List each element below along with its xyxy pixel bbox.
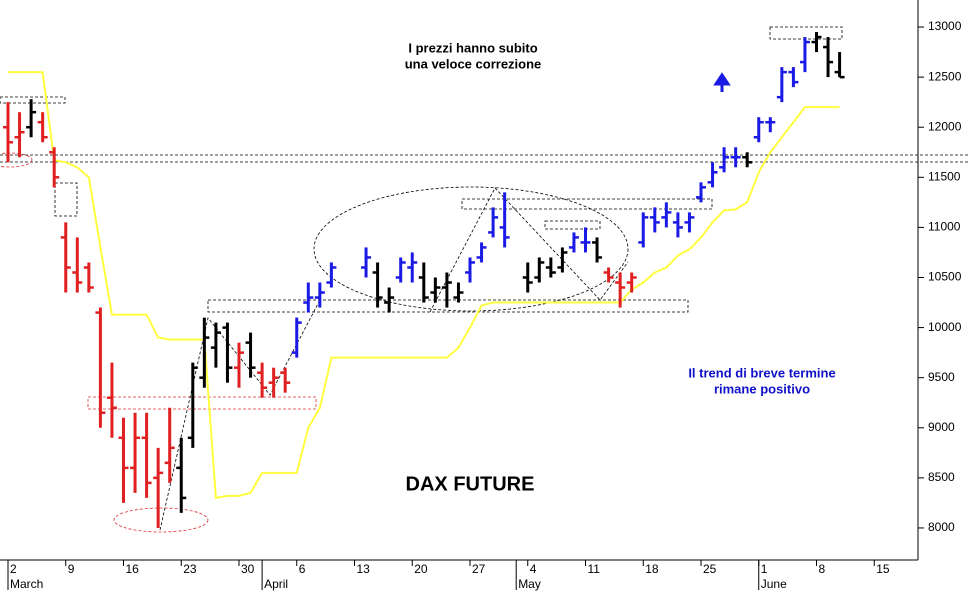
x-tick-label: 25 <box>703 562 717 576</box>
y-tick-label: 12000 <box>928 119 962 133</box>
month-label: June <box>761 577 787 591</box>
annotation: una veloce correzione <box>405 56 542 71</box>
box <box>0 96 66 104</box>
y-tick-label: 9500 <box>928 370 955 384</box>
trailing-stop-line <box>8 71 840 500</box>
month-label: May <box>518 577 541 591</box>
y-tick-label: 8500 <box>928 470 955 484</box>
y-tick-label: 11000 <box>928 220 961 234</box>
ellipse <box>113 507 209 533</box>
chart-title: DAX FUTURE <box>406 473 535 495</box>
ellipse <box>0 152 33 168</box>
month-label: April <box>264 577 288 591</box>
box <box>461 198 713 210</box>
annotation: Il trend di breve termine <box>688 365 835 380</box>
annotation: rimane positivo <box>714 381 810 396</box>
ellipse <box>313 186 629 312</box>
x-tick-label: 2 <box>10 562 17 576</box>
y-tick-label: 10500 <box>928 270 962 284</box>
month-label: March <box>10 577 43 591</box>
box <box>87 396 317 410</box>
x-tick-label: 23 <box>183 562 197 576</box>
arrow-up <box>713 72 731 92</box>
y-tick-label: 9000 <box>928 420 955 434</box>
y-tick-label: 11500 <box>928 169 961 183</box>
x-tick-label: 15 <box>876 562 890 576</box>
box <box>54 182 78 217</box>
x-tick-label: 30 <box>241 562 255 576</box>
y-tick-label: 12500 <box>928 69 962 83</box>
y-tick-label: 8000 <box>928 520 955 534</box>
x-tick-label: 1 <box>761 562 768 576</box>
annotation: I prezzi hanno subito <box>408 40 537 55</box>
x-tick-label: 13 <box>357 562 371 576</box>
x-tick-label: 6 <box>299 562 306 576</box>
box <box>544 220 601 230</box>
x-tick-label: 27 <box>472 562 486 576</box>
y-tick-label: 10000 <box>928 320 962 334</box>
x-tick-label: 11 <box>588 562 601 576</box>
trend-sketch <box>429 187 629 313</box>
x-tick-label: 8 <box>819 562 826 576</box>
x-tick-label: 16 <box>126 562 140 576</box>
x-tick-label: 20 <box>414 562 428 576</box>
y-tick-label: 13000 <box>928 19 962 33</box>
x-tick-label: 18 <box>645 562 659 576</box>
x-tick-label: 4 <box>530 562 537 576</box>
x-tick-label: 9 <box>68 562 75 576</box>
